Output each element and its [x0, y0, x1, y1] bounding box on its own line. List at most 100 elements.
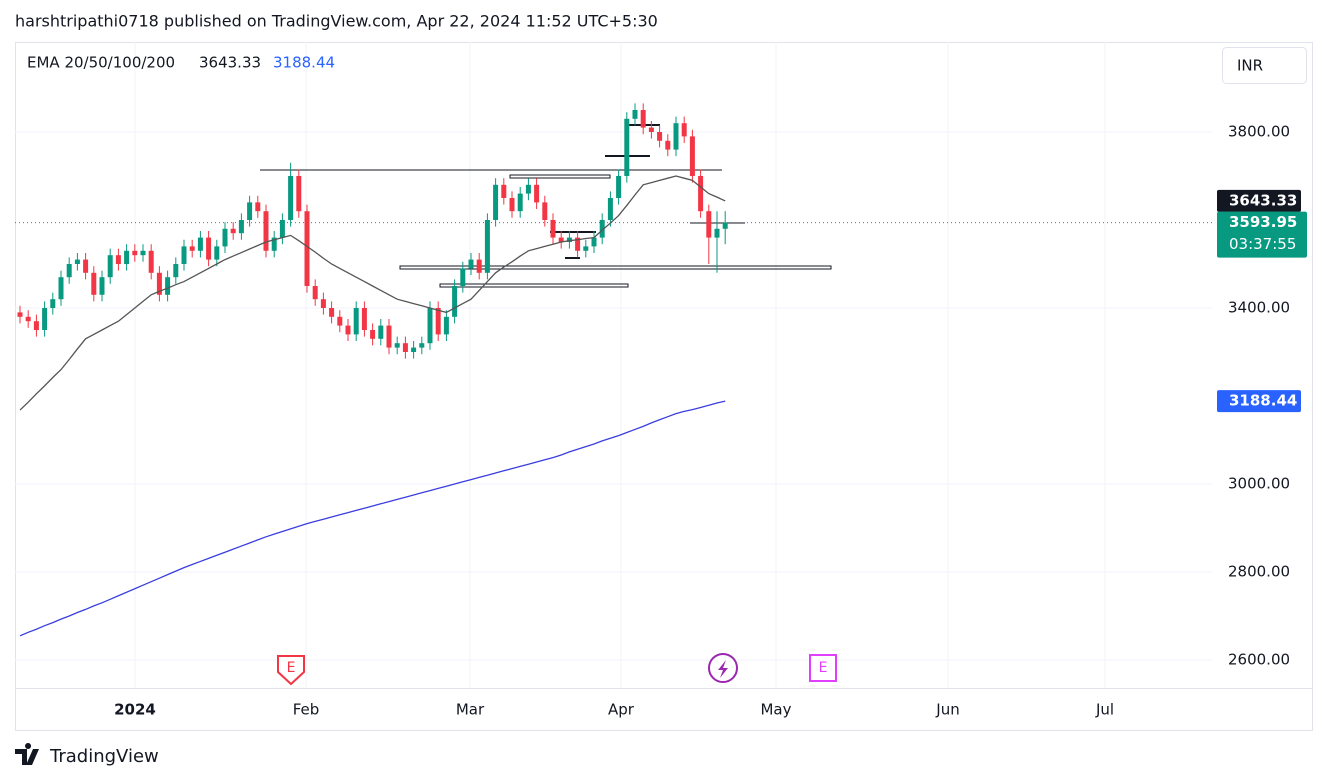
candle-body — [107, 255, 113, 278]
candle-body — [206, 237, 212, 260]
badge — [1217, 189, 1301, 212]
candle-body — [83, 259, 89, 273]
candle-body — [501, 184, 507, 198]
currency-button[interactable] — [1222, 47, 1307, 84]
badge — [1217, 390, 1301, 413]
price-badges: 3643.33 3593.95 03:37:55 3188.44 — [1217, 189, 1307, 413]
x-tick-label: Apr — [608, 701, 635, 719]
candle-body — [427, 307, 433, 344]
candle-body — [493, 184, 499, 220]
candle-body — [468, 259, 474, 269]
candle-body — [460, 268, 466, 286]
y-tick-label: 3000.00 — [1228, 475, 1290, 493]
x-tick-label: May — [760, 701, 791, 719]
candle-body — [214, 246, 220, 260]
candle-body — [706, 211, 712, 238]
candle-body — [419, 343, 425, 348]
candle-body — [484, 219, 490, 273]
event-label: E — [819, 660, 828, 676]
legend-value: 3643.33 — [199, 54, 261, 72]
candle-body — [657, 131, 663, 141]
candle-body — [197, 237, 203, 251]
candle-body — [288, 175, 294, 220]
candle-body — [247, 202, 253, 220]
drawn-level — [399, 265, 832, 270]
candle-body — [722, 222, 728, 229]
candle-body — [370, 329, 376, 339]
candle-body — [558, 237, 564, 242]
candle-body — [353, 307, 359, 335]
event-dividend — [708, 653, 738, 683]
candle-body — [66, 263, 72, 278]
candle-body — [345, 325, 351, 335]
grid — [15, 42, 1212, 688]
badge-label: 3643.33 — [1229, 191, 1297, 209]
ema-line — [19, 400, 726, 637]
candle-body — [599, 219, 605, 238]
x-tick-label: 2024 — [114, 701, 156, 719]
candle-body — [222, 228, 228, 247]
badge — [1217, 211, 1307, 258]
candle-body — [124, 250, 130, 264]
candle-body — [542, 202, 548, 220]
candle-body — [320, 299, 326, 308]
candle-body — [279, 219, 285, 238]
candle-body — [640, 109, 646, 128]
candle-body — [591, 237, 597, 247]
candle-body — [452, 285, 458, 317]
candle-body — [238, 219, 244, 234]
candle-body — [386, 325, 392, 348]
badge-label: 3593.95 — [1229, 213, 1297, 231]
candle-body — [74, 259, 80, 264]
candle-body — [17, 312, 23, 317]
x-tick-label: Mar — [456, 701, 485, 719]
currency[interactable]: INR — [1237, 57, 1263, 75]
candle-body — [566, 237, 572, 242]
candle-body — [337, 316, 343, 326]
candle-body — [255, 202, 261, 212]
candle-body — [443, 316, 449, 335]
candle-body — [156, 272, 162, 295]
drawn-level — [509, 174, 611, 179]
event-earnings: E — [277, 655, 305, 686]
x-tick-label: Jun — [935, 701, 959, 719]
candle-body — [230, 228, 236, 234]
candle-body — [271, 237, 277, 251]
candle-body — [435, 307, 441, 335]
candle-body — [632, 109, 638, 119]
candle-body — [140, 250, 146, 256]
countdown: 03:37:55 — [1229, 235, 1296, 253]
ema-line — [19, 175, 726, 411]
candle-body — [42, 307, 48, 330]
candle-body — [624, 118, 630, 176]
candle-body — [173, 263, 179, 278]
badge-label: 3188.44 — [1229, 392, 1297, 410]
candle-body — [550, 219, 556, 238]
x-tick-label: Jul — [1095, 701, 1114, 719]
candle-body — [665, 140, 671, 150]
candle-body — [378, 325, 384, 339]
candle-body — [673, 123, 679, 150]
candle-body — [583, 246, 589, 251]
y-tick-label: 3400.00 — [1228, 298, 1290, 316]
candle-body — [698, 175, 704, 212]
candle-body — [329, 307, 335, 317]
drawn-level — [439, 283, 629, 288]
candle-body — [394, 343, 400, 348]
candle-body — [525, 184, 531, 194]
legend-label: EMA 20/50/100/200 — [27, 54, 175, 72]
candle-body — [616, 175, 622, 198]
candle-body — [58, 277, 64, 300]
candle-body — [402, 343, 408, 352]
candle-body — [411, 347, 417, 352]
candle-body — [361, 307, 367, 330]
event-earnings: E — [809, 654, 837, 682]
candle-body — [607, 197, 613, 220]
event-label: E — [287, 660, 296, 676]
candle-body — [148, 250, 154, 273]
footer: TradingView — [49, 746, 159, 767]
candle-body — [312, 285, 318, 300]
legend-value: 3188.44 — [273, 54, 335, 72]
